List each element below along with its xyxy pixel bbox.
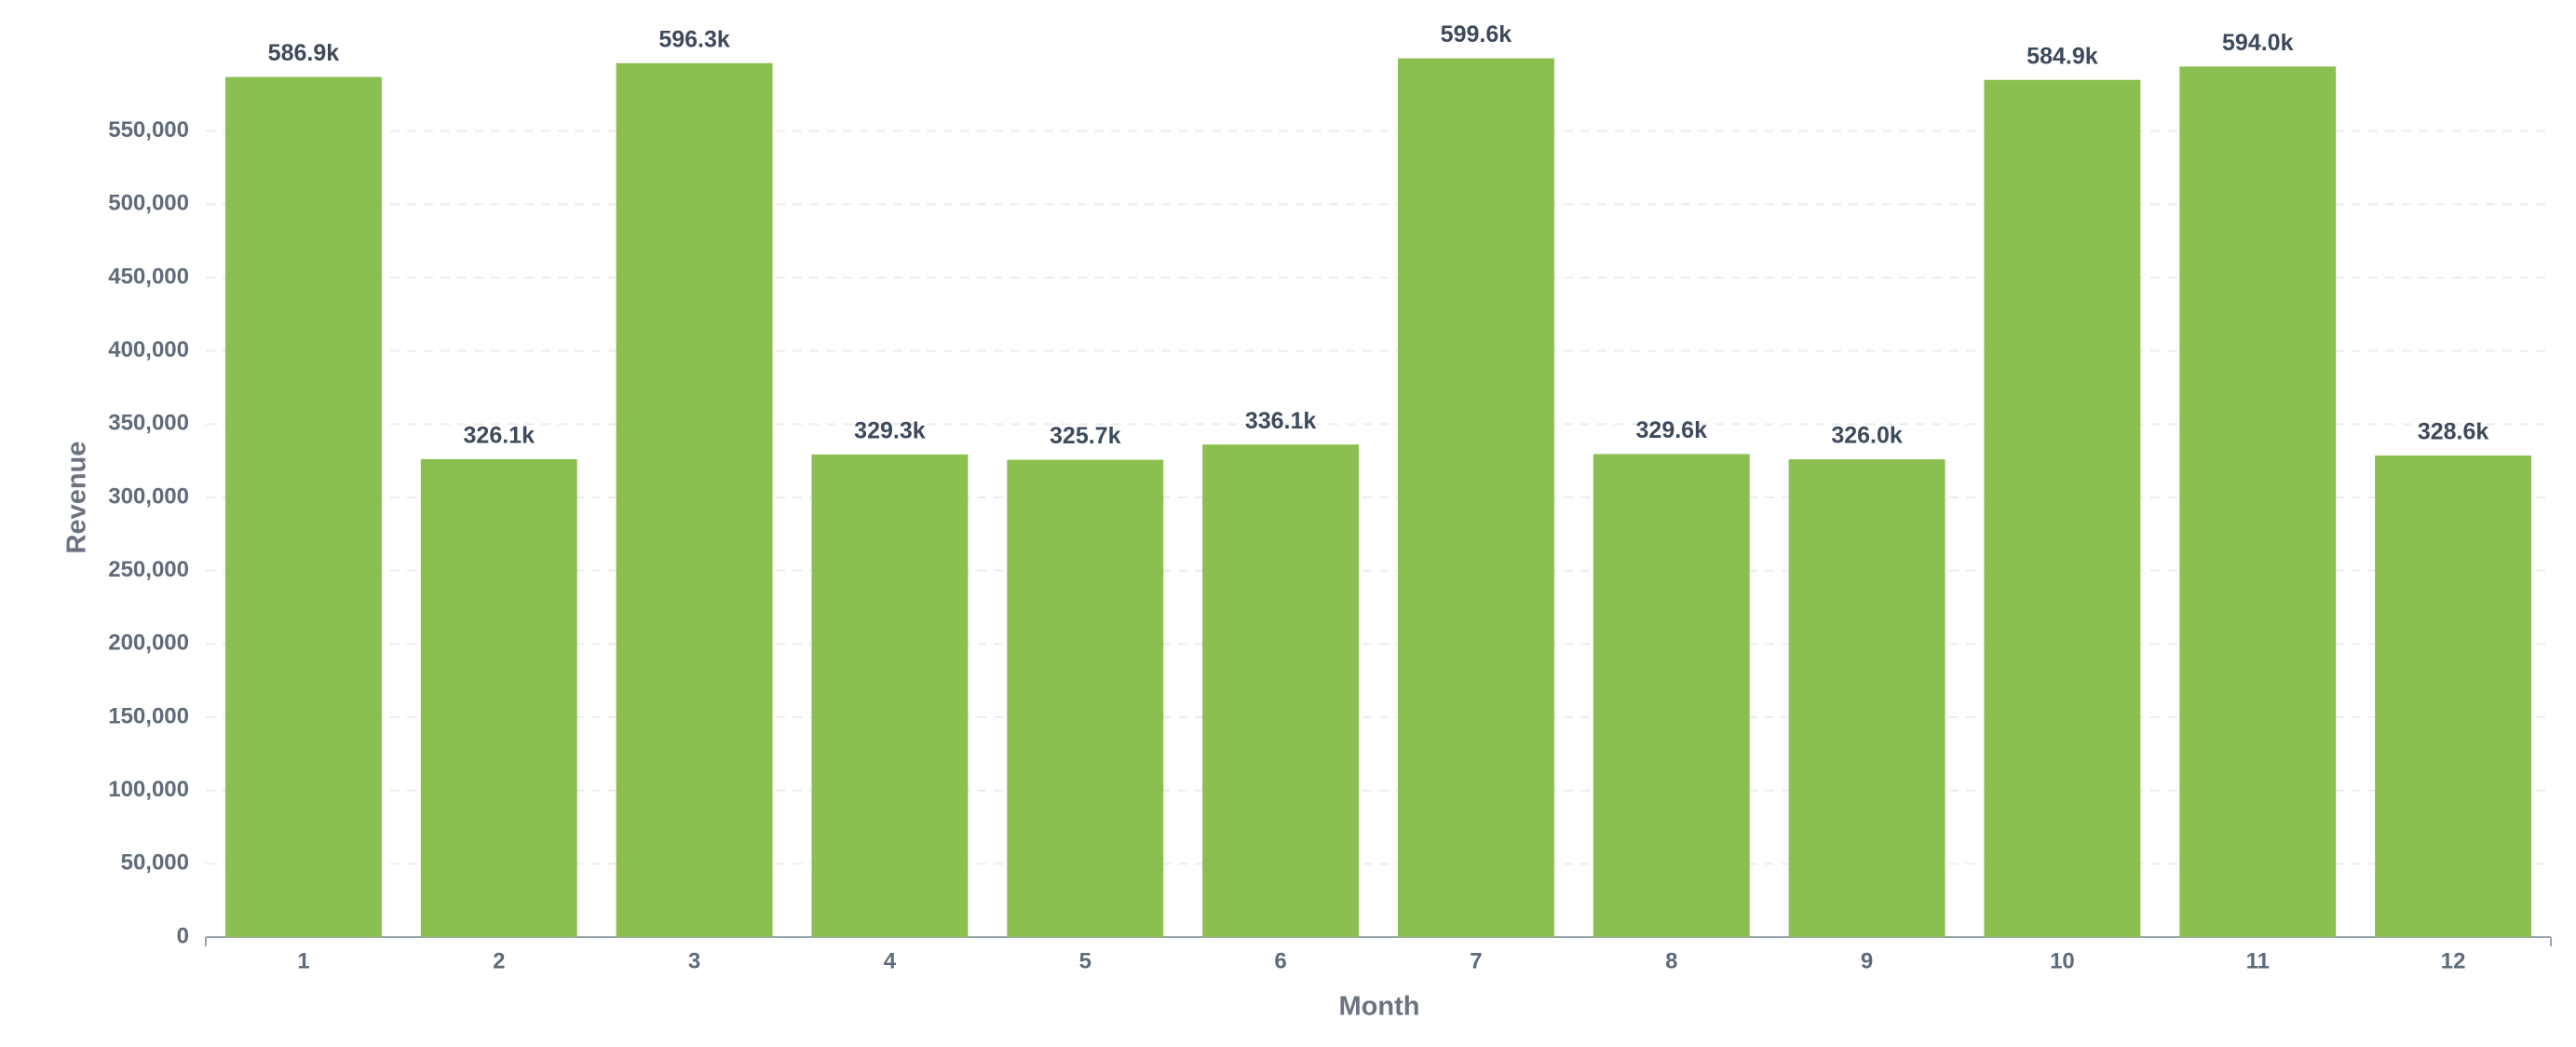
- x-tick-label: 7: [1470, 948, 1482, 973]
- value-label: 599.6k: [1441, 21, 1512, 48]
- y-tick-label: 450,000: [108, 264, 189, 289]
- x-tick-label: 6: [1274, 948, 1286, 973]
- y-tick-label: 50,000: [121, 850, 189, 876]
- value-label: 326.1k: [464, 423, 536, 449]
- bar: [2375, 456, 2532, 937]
- bar: [1397, 58, 1554, 937]
- x-tick-label: 5: [1079, 948, 1091, 973]
- bar: [1007, 459, 1164, 938]
- x-tick-label: 1: [297, 948, 309, 973]
- bar: [420, 458, 577, 937]
- value-label: 329.6k: [1636, 417, 1708, 443]
- x-tick-label: 10: [2050, 948, 2075, 973]
- bar: [616, 62, 773, 937]
- x-tick-label: 4: [884, 948, 897, 973]
- x-tick-label: 11: [2246, 948, 2270, 973]
- y-tick-label: 200,000: [108, 631, 189, 656]
- y-tick-label: 400,000: [108, 337, 189, 362]
- bar: [811, 454, 969, 937]
- y-tick-label: 250,000: [108, 557, 189, 582]
- y-axis-title: Revenue: [62, 442, 92, 554]
- value-label: 328.6k: [2418, 419, 2489, 445]
- x-tick-label: 3: [688, 948, 700, 973]
- y-tick-label: 500,000: [108, 191, 189, 216]
- y-tick-label: 550,000: [108, 117, 189, 143]
- x-tick-label: 12: [2441, 948, 2466, 973]
- y-tick-label: 0: [177, 923, 189, 948]
- bar: [1788, 459, 1946, 937]
- value-label: 586.9k: [268, 40, 340, 66]
- x-tick-label: 8: [1665, 948, 1677, 973]
- value-label: 584.9k: [2027, 43, 2098, 69]
- bar: [1984, 79, 2141, 938]
- bar: [1593, 454, 1750, 937]
- y-tick-label: 150,000: [108, 703, 189, 728]
- bar: [2179, 66, 2337, 937]
- x-tick-label: 2: [493, 948, 505, 973]
- x-axis-title: Month: [1339, 992, 1420, 1022]
- value-label: 594.0k: [2222, 30, 2294, 56]
- value-label: 329.3k: [854, 418, 926, 444]
- bar: [1202, 444, 1360, 938]
- value-label: 325.7k: [1050, 423, 1121, 449]
- value-label: 596.3k: [658, 26, 730, 52]
- x-tick-label: 9: [1861, 948, 1873, 973]
- y-tick-label: 100,000: [108, 777, 189, 802]
- value-label: 336.1k: [1245, 408, 1317, 434]
- y-tick-label: 300,000: [108, 483, 189, 509]
- value-label: 326.0k: [1831, 423, 1903, 449]
- bar: [224, 76, 382, 938]
- y-tick-label: 350,000: [108, 411, 189, 436]
